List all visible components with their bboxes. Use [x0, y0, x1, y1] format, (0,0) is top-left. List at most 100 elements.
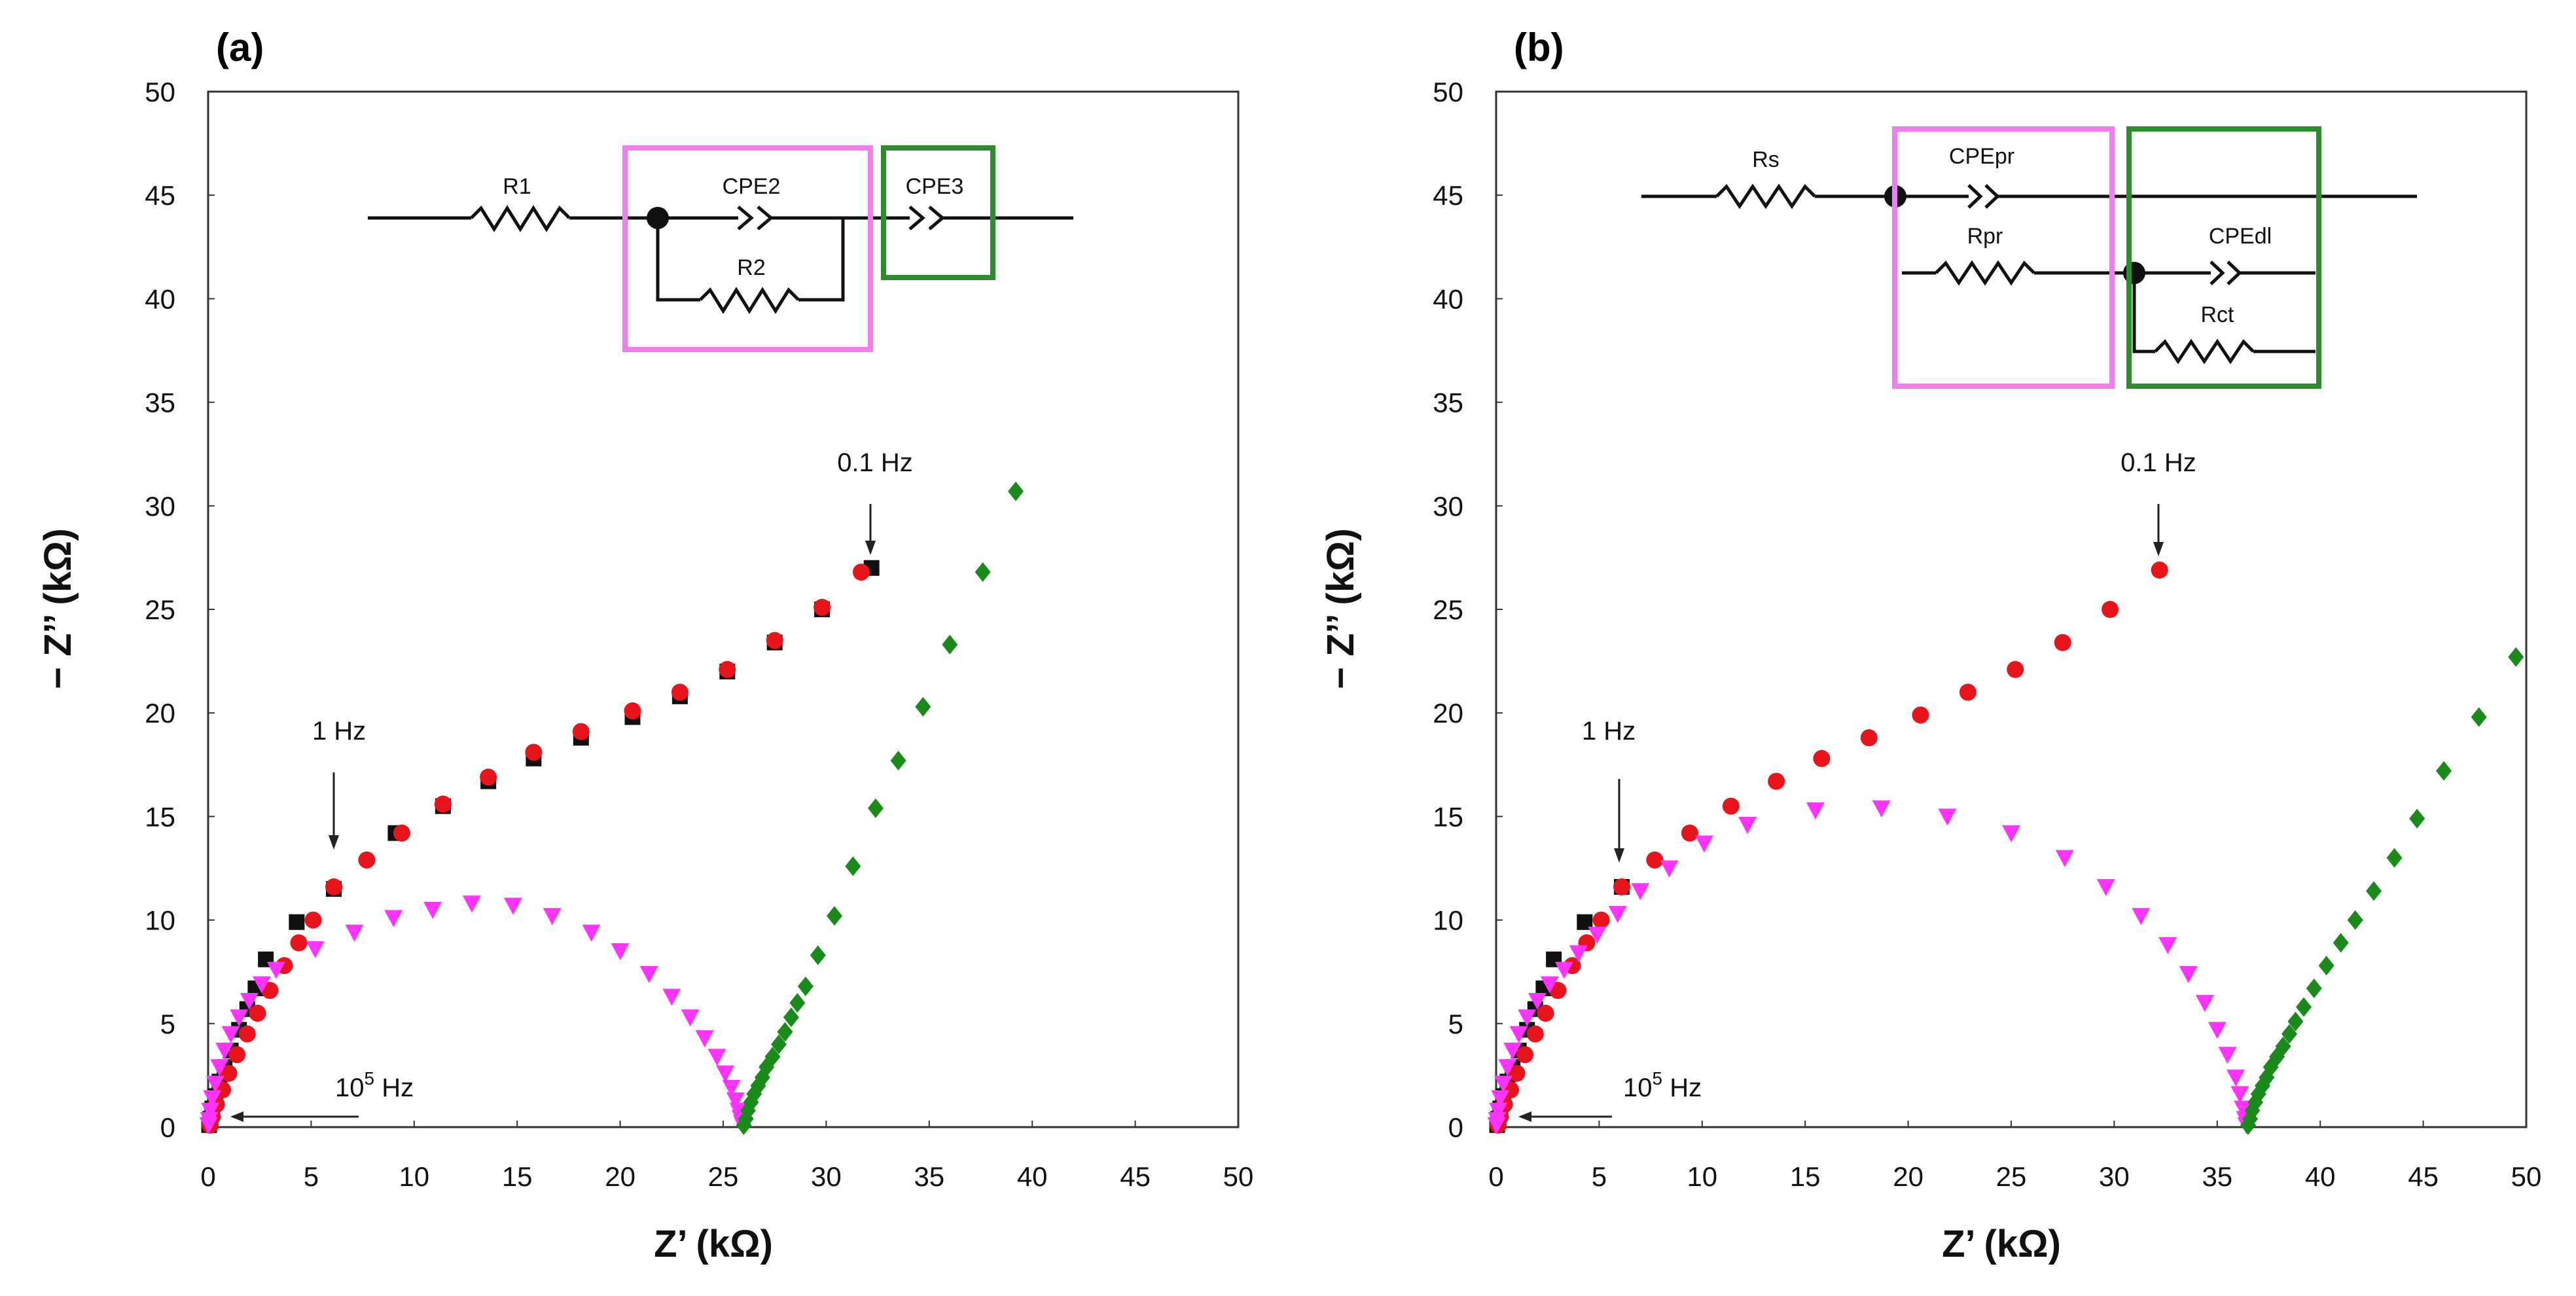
data-point-triangle [503, 897, 522, 915]
equivalent-circuit: R1 CPE2 R2 CPE3 [367, 145, 1073, 361]
y-tick-label: 10 [1433, 905, 1463, 936]
y-tick-label: 0 [1448, 1112, 1463, 1143]
data-point-circle [1813, 749, 1831, 767]
equivalent-circuit: Rs CPEpr Rpr CPEdl Rct [1589, 126, 2435, 389]
data-point-triangle [252, 976, 271, 994]
magenta-highlight-box [1892, 126, 2115, 389]
x-tick-label: 25 [708, 1161, 739, 1192]
data-point-diamond [789, 993, 806, 1013]
data-point-circle [261, 982, 279, 999]
data-point-diamond [975, 562, 991, 583]
data-point-triangle [707, 1049, 726, 1066]
data-point-triangle [423, 901, 442, 919]
data-point-triangle [722, 1079, 741, 1097]
annotation-box [293, 704, 385, 757]
x-tick-label: 40 [2305, 1161, 2336, 1192]
data-point-circle [434, 795, 452, 813]
data-point-triangle [230, 1009, 249, 1027]
data-point-diamond [942, 634, 958, 655]
data-point-triangle [1518, 1009, 1537, 1027]
data-point-triangle [1608, 906, 1627, 924]
y-tick-label: 45 [1433, 180, 1463, 211]
data-point-triangle [1569, 945, 1588, 963]
annotation-1hz: 1 Hz [1563, 704, 1655, 863]
y-tick-label: 25 [1433, 594, 1463, 625]
annotation-high-frequency: 105 Hz [230, 1064, 453, 1122]
data-point-diamond [2347, 910, 2363, 930]
x-tick-label: 45 [2408, 1161, 2439, 1192]
y-tick-label: 50 [1433, 77, 1463, 107]
data-point-diamond [2255, 1075, 2271, 1096]
data-point-circle [1912, 706, 1929, 724]
y-tick-label: 30 [145, 491, 175, 522]
data-point-circle [766, 632, 783, 649]
data-point-circle [1959, 683, 1977, 701]
data-point-diamond [777, 1022, 793, 1042]
data-point-circle [1549, 982, 1567, 999]
data-point-diamond [2508, 647, 2524, 667]
annotation-box [1563, 704, 1655, 757]
y-tick-label: 0 [160, 1112, 175, 1143]
x-tick-label: 5 [304, 1161, 319, 1192]
data-point-circle [671, 683, 689, 701]
x-tick-label: 0 [1488, 1161, 1503, 1192]
data-point-triangle [1631, 883, 1650, 901]
y-tick-labels: 0 5 10 15 20 25 30 35 40 45 50 [1433, 77, 1463, 1143]
resistor-r2-symbol [699, 287, 800, 314]
x-tick-label: 10 [1687, 1161, 1717, 1192]
y-tick-label: 5 [160, 1009, 175, 1039]
data-point-triangle [662, 988, 681, 1006]
data-point-circle [1526, 1025, 1544, 1043]
data-point-circle [358, 851, 376, 869]
data-point-circle [1722, 797, 1740, 815]
annotation-text: 1 Hz [312, 717, 366, 746]
data-point-triangle [2227, 1070, 2245, 1087]
data-point-triangle [2234, 1100, 2253, 1118]
data-point-triangle [1738, 817, 1757, 835]
x-tick-labels: 0 5 10 15 20 25 30 35 40 45 50 [1488, 1161, 2541, 1192]
x-tick-label: 20 [1893, 1161, 1923, 1192]
data-point-diamond [2366, 881, 2382, 901]
data-point-circle [325, 878, 343, 895]
x-tick-label: 50 [1223, 1161, 1254, 1192]
cpepr-symbol [1967, 184, 1983, 209]
tick-marks [1495, 91, 2527, 1128]
annotation-box [2103, 435, 2224, 488]
y-axis-title: − Z’’ (kΩ) [1319, 528, 1362, 689]
y-tick-label: 35 [1433, 387, 1463, 418]
data-point-diamond [2409, 808, 2425, 829]
rs-label: Rs [1752, 147, 1780, 172]
arrow-head [230, 1111, 243, 1122]
data-point-triangle [1489, 1102, 1508, 1120]
data-point-circle [1768, 772, 1785, 790]
data-point-circle [814, 598, 831, 616]
data-point-triangle [1488, 1111, 1507, 1129]
data-point-diamond [826, 906, 842, 926]
data-point-triangle [726, 1092, 745, 1109]
data-point-triangle [2218, 1047, 2237, 1064]
panel-label: (a) [216, 26, 264, 69]
y-tick-labels: 0 5 10 15 20 25 30 35 40 45 50 [145, 77, 175, 1143]
data-point-circle [290, 934, 308, 952]
data-point-diamond [2306, 979, 2322, 999]
data-point-circle [719, 660, 736, 678]
circuit-wire [2132, 273, 2155, 353]
data-point-triangle [1491, 1090, 1510, 1107]
data-point-diamond [867, 798, 884, 818]
annotation-01hz: 0.1 Hz [2103, 435, 2224, 556]
data-point-diamond [783, 1007, 799, 1028]
data-point-triangle [1509, 1026, 1528, 1043]
data-point-triangle [1554, 962, 1573, 979]
data-point-triangle [2132, 908, 2151, 926]
y-tick-label: 10 [145, 905, 175, 936]
annotation-text: 105 Hz [335, 1068, 414, 1102]
data-point-triangle [2096, 878, 2115, 896]
data-point-circle [393, 824, 410, 842]
x-tick-label: 35 [914, 1161, 944, 1192]
cpe3-symbol [908, 206, 925, 230]
data-point-diamond [2247, 1092, 2264, 1113]
magenta-highlight-box [622, 145, 873, 352]
cpedl-label: CPEdl [2209, 224, 2272, 249]
data-point-triangle [2195, 995, 2214, 1013]
data-point-diamond [764, 1047, 781, 1067]
